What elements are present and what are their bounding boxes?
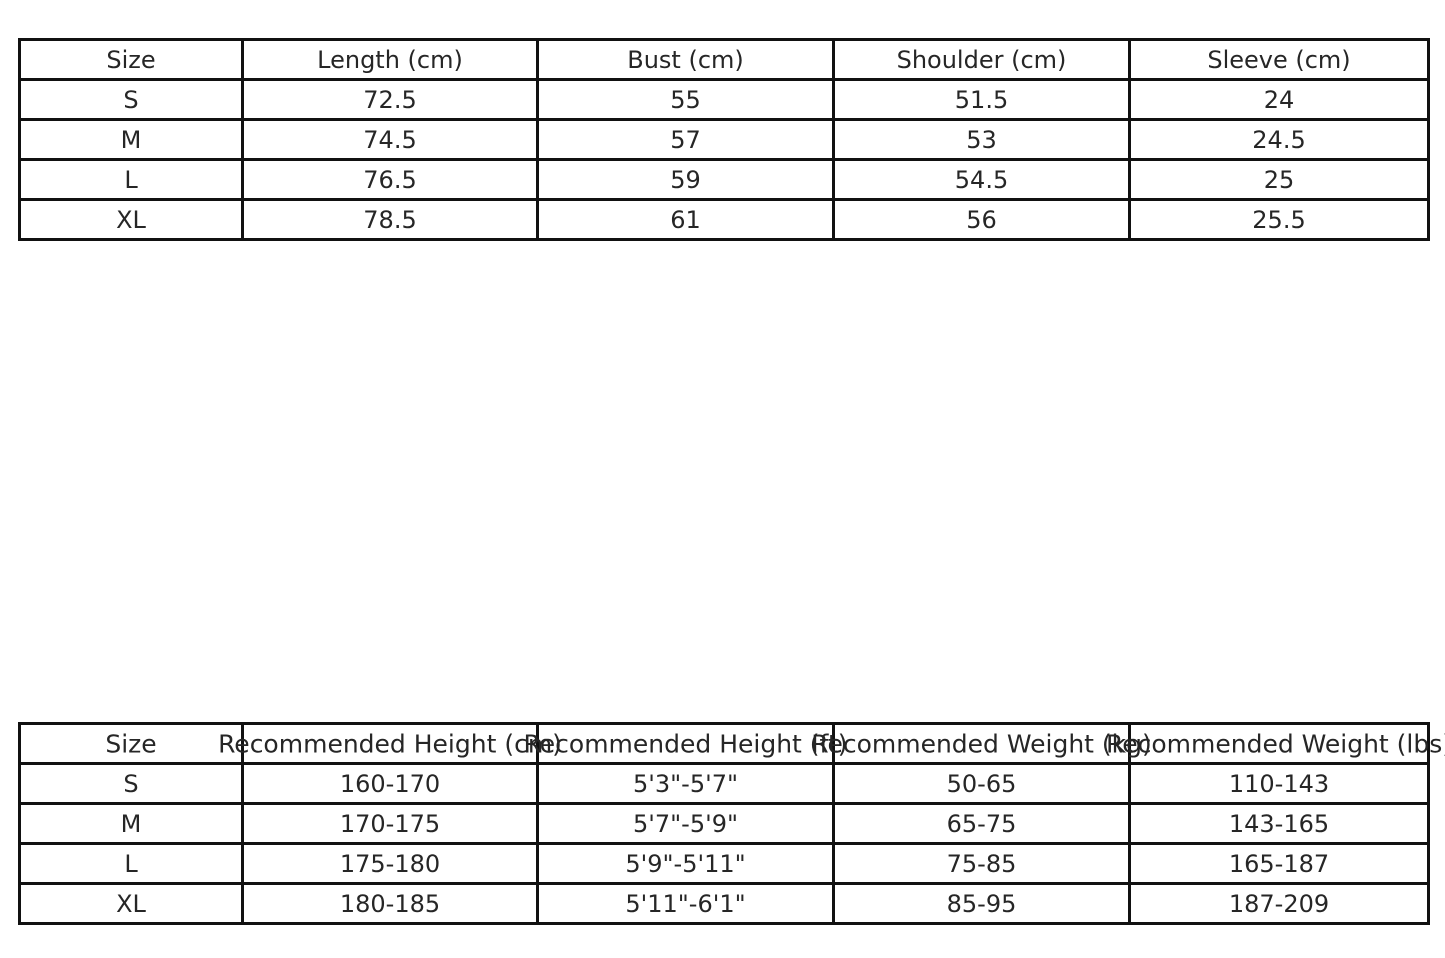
- fit-guide-table: Size Recommended Height (cm) Recommended…: [18, 722, 1445, 925]
- table-row: XL 180-185 5'11"-6'1" 85-95 187-209: [18, 882, 1430, 925]
- garment-measurements-table: Size Length (cm) Bust (cm) Shoulder (cm)…: [18, 38, 1430, 241]
- header-shoulder: Shoulder (cm): [832, 38, 1131, 81]
- cell-shoulder: 53: [832, 118, 1131, 161]
- header-sleeve: Sleeve (cm): [1128, 38, 1430, 81]
- cell-size: S: [18, 762, 244, 805]
- table-header-row: Size Length (cm) Bust (cm) Shoulder (cm)…: [18, 38, 1430, 81]
- header-recommended-weight-kg-label: Recommended Weight (kg): [811, 729, 1152, 758]
- table-row: M 74.5 57 53 24.5: [18, 118, 1430, 161]
- header-recommended-weight-kg: Recommended Weight (kg): [811, 722, 1152, 765]
- cell-shoulder: 51.5: [832, 78, 1131, 121]
- header-recommended-weight-lbs-label: Recommended Weight (lbs): [1105, 729, 1445, 758]
- cell-sleeve: 24.5: [1128, 118, 1430, 161]
- header-size: Size: [18, 38, 244, 81]
- cell-length: 76.5: [241, 158, 539, 201]
- cell-weight-kg: 75-85: [832, 842, 1131, 885]
- table-row: S 160-170 5'3"-5'7" 50-65 110-143: [18, 762, 1430, 805]
- cell-weight-lbs: 187-209: [1128, 882, 1430, 925]
- header-size: Size: [18, 722, 244, 765]
- table-row: M 170-175 5'7"-5'9" 65-75 143-165: [18, 802, 1430, 845]
- table-row: S 72.5 55 51.5 24: [18, 78, 1430, 121]
- header-size-label: Size: [105, 729, 157, 758]
- cell-size: L: [18, 842, 244, 885]
- cell-bust: 59: [536, 158, 835, 201]
- header-bust: Bust (cm): [536, 38, 835, 81]
- cell-weight-kg: 65-75: [832, 802, 1131, 845]
- header-recommended-weight-lbs: Recommended Weight (lbs): [1106, 722, 1445, 765]
- header-recommended-height-ft: Recommended Height (ft): [524, 722, 847, 765]
- cell-shoulder: 54.5: [832, 158, 1131, 201]
- cell-length: 78.5: [241, 198, 539, 241]
- header-recommended-height-ft-label: Recommended Height (ft): [523, 729, 848, 758]
- cell-shoulder: 56: [832, 198, 1131, 241]
- cell-sleeve: 24: [1128, 78, 1430, 121]
- cell-height-ft: 5'3"-5'7": [536, 762, 835, 805]
- cell-size: XL: [18, 198, 244, 241]
- cell-size: M: [18, 118, 244, 161]
- header-recommended-height-cm: Recommended Height (cm): [218, 722, 562, 765]
- header-recommended-height-cm-label: Recommended Height (cm): [218, 729, 562, 758]
- cell-length: 72.5: [241, 78, 539, 121]
- cell-height-cm: 180-185: [241, 882, 539, 925]
- cell-length: 74.5: [241, 118, 539, 161]
- cell-weight-lbs: 110-143: [1128, 762, 1430, 805]
- table-row: L 175-180 5'9"-5'11" 75-85 165-187: [18, 842, 1430, 885]
- cell-sleeve: 25: [1128, 158, 1430, 201]
- cell-weight-lbs: 143-165: [1128, 802, 1430, 845]
- table-row: XL 78.5 61 56 25.5: [18, 198, 1430, 241]
- cell-size: XL: [18, 882, 244, 925]
- header-length: Length (cm): [241, 38, 539, 81]
- cell-height-cm: 170-175: [241, 802, 539, 845]
- cell-height-ft: 5'7"-5'9": [536, 802, 835, 845]
- cell-weight-kg: 85-95: [832, 882, 1131, 925]
- table-row: L 76.5 59 54.5 25: [18, 158, 1430, 201]
- cell-height-ft: 5'9"-5'11": [536, 842, 835, 885]
- cell-size: L: [18, 158, 244, 201]
- cell-height-cm: 160-170: [241, 762, 539, 805]
- table-header-row: Size Recommended Height (cm) Recommended…: [18, 722, 1445, 765]
- cell-weight-lbs: 165-187: [1128, 842, 1430, 885]
- cell-sleeve: 25.5: [1128, 198, 1430, 241]
- cell-weight-kg: 50-65: [832, 762, 1131, 805]
- cell-bust: 61: [536, 198, 835, 241]
- cell-height-cm: 175-180: [241, 842, 539, 885]
- cell-height-ft: 5'11"-6'1": [536, 882, 835, 925]
- cell-bust: 57: [536, 118, 835, 161]
- cell-size: S: [18, 78, 244, 121]
- cell-bust: 55: [536, 78, 835, 121]
- cell-size: M: [18, 802, 244, 845]
